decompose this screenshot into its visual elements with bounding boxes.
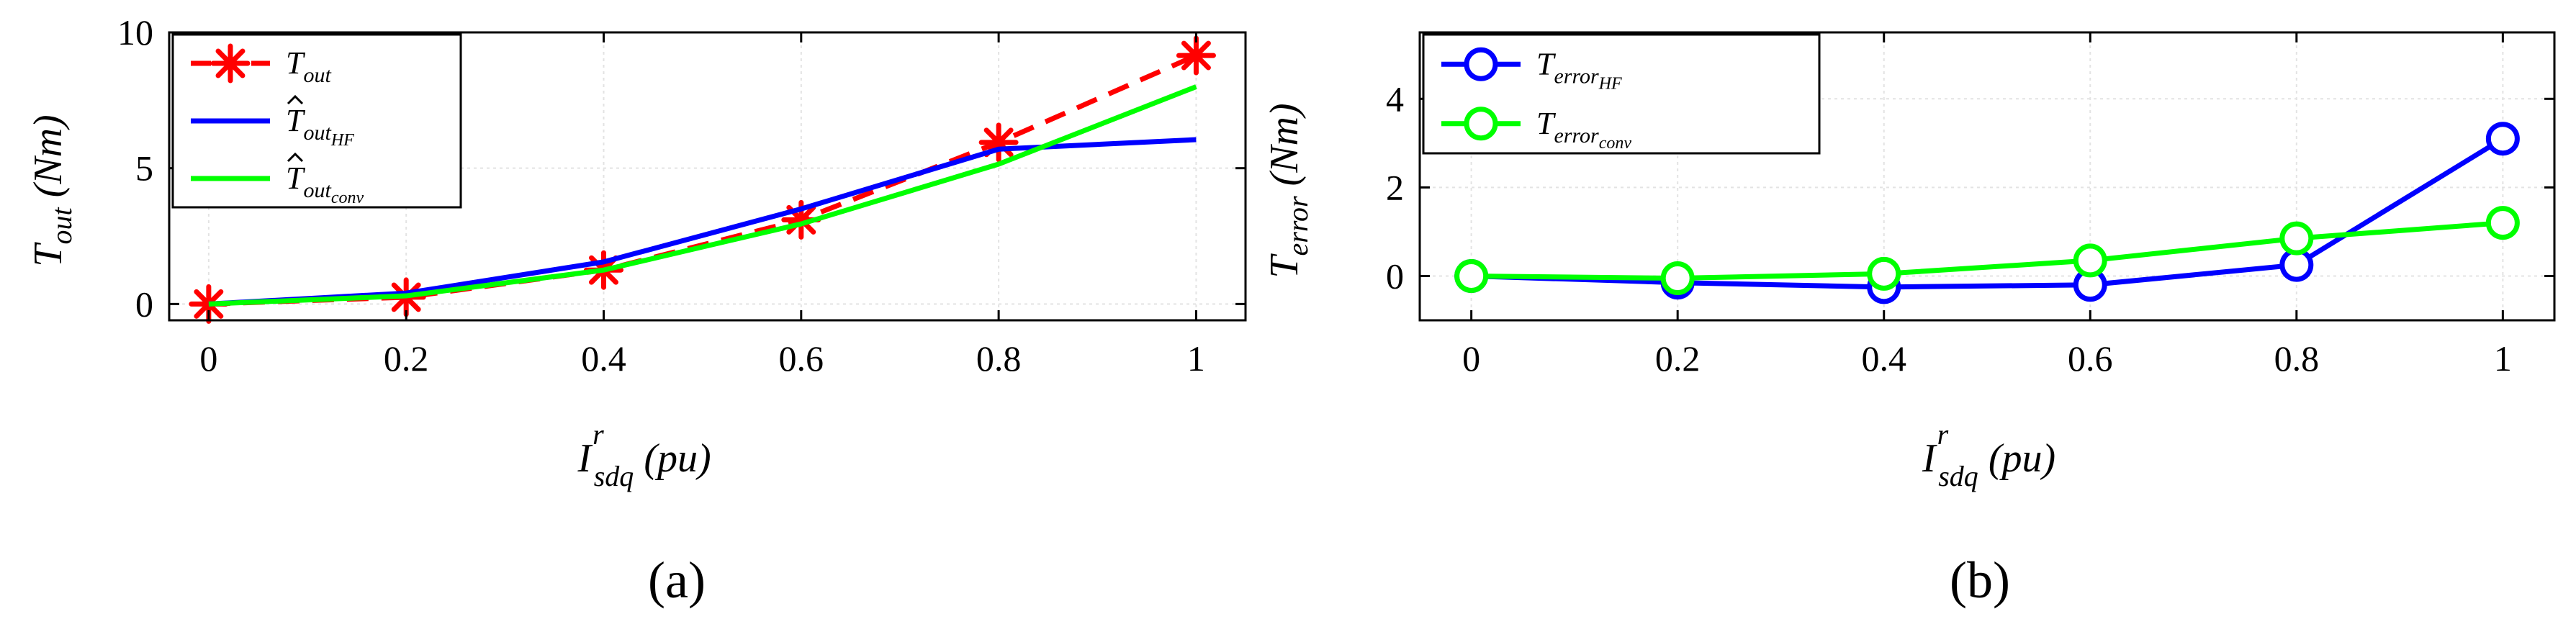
series-line-T̂_out_conv [208, 84, 1197, 307]
data-point-T_error_conv [2279, 221, 2314, 256]
x-tick-label: 0.6 [2068, 338, 2113, 379]
hat-accent [287, 94, 304, 105]
y-axis-label: Tout (Nm) [26, 114, 78, 266]
y-axis-label: Terror (Nm) [1262, 103, 1314, 278]
legend-label: TerrorHF [1536, 46, 1622, 93]
x-tick-label: 0.2 [1655, 338, 1701, 379]
asterisk-stroke [215, 48, 246, 78]
data-point-T_error_conv [1867, 256, 1901, 291]
x-tick-label: 1 [1187, 338, 1205, 379]
series-line-T_error_HF [1471, 136, 2505, 290]
asterisk-stroke [1181, 40, 1211, 71]
x-tick-label: 0.8 [976, 338, 1022, 379]
plot-frame [1418, 31, 2556, 322]
x-tick-label: 0.4 [1861, 338, 1906, 379]
data-point-T_error_HF [2485, 122, 2520, 156]
y-tick-label: 4 [1386, 78, 1404, 119]
x-tick-label: 1 [2494, 338, 2512, 379]
x-tick-label: 0.8 [2274, 338, 2320, 379]
y-tick-label: 2 [1386, 167, 1404, 207]
legend-label: Tout [286, 45, 331, 87]
legend-marker [1464, 47, 1498, 81]
x-tick-label: 0.2 [384, 338, 429, 379]
legend-label: Toutconv [286, 161, 364, 207]
x-tick-label: 0.4 [581, 338, 626, 379]
panel-caption: (b) [1950, 551, 2010, 609]
hat-accent [287, 152, 304, 163]
x-axis-label: Ir sdq (pu) [577, 418, 711, 492]
y-tick-label: 0 [1386, 256, 1404, 296]
x-tick-label: 0 [1462, 338, 1480, 379]
y-tick-label: 5 [135, 148, 153, 189]
x-axis-label: Ir sdq (pu) [1922, 418, 2055, 492]
data-point-T_error_conv [1660, 261, 1695, 296]
data-point-T_out [1176, 35, 1216, 76]
plot-frame [168, 31, 1247, 322]
legend-marker [1464, 107, 1498, 141]
legend: Tout ToutHF Toutconv [171, 33, 462, 209]
series-line-T_error_conv [1471, 220, 2503, 281]
legend: TerrorHF Terrorconv [1422, 33, 1821, 155]
legend-label: Terrorconv [1536, 106, 1631, 153]
y-tick-label: 10 [117, 12, 153, 53]
data-point-T_error_conv [1454, 258, 1489, 293]
panel-caption: (a) [648, 551, 706, 609]
asterisk-stroke [194, 289, 224, 319]
chart-panel-b: 0 0.2 0.4 0.6 0.8 1 0 2 4 Ir sdq (pu) Terror (Nm) Te… [1262, 31, 2556, 609]
legend-label: ToutHF [286, 103, 354, 150]
legend-marker [210, 43, 251, 83]
data-point-T_error_conv [2485, 206, 2520, 240]
y-tick-label: 0 [135, 284, 153, 324]
data-point-T_error_conv [2073, 243, 2107, 278]
x-tick-label: 0 [199, 338, 217, 379]
x-tick-label: 0.6 [779, 338, 824, 379]
